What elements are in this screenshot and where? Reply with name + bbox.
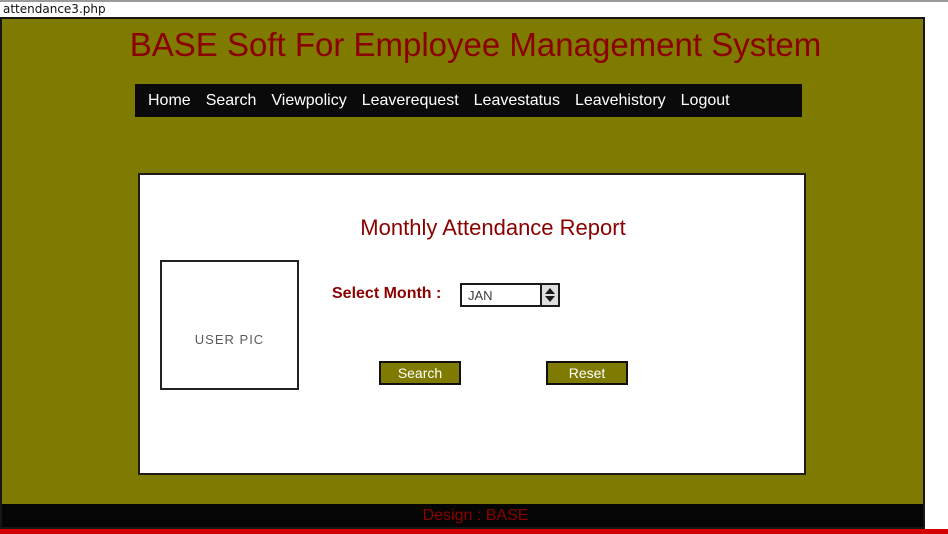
chevron-down-icon — [545, 296, 555, 302]
month-select-value: JAN — [468, 288, 493, 303]
page-filename: attendance3.php — [3, 2, 106, 16]
reset-button[interactable]: Reset — [546, 361, 628, 385]
user-pic-label: USER PIC — [194, 331, 265, 347]
search-button[interactable]: Search — [379, 361, 461, 385]
footer-credit: Design : BASE — [422, 507, 529, 524]
month-select[interactable]: JAN — [460, 283, 560, 307]
chevron-up-icon — [545, 288, 555, 294]
nav-item-viewpolicy[interactable]: Viewpolicy — [271, 91, 347, 109]
nav-item-search[interactable]: Search — [205, 91, 257, 109]
main-nav: Home Search Viewpolicy Leaverequest Leav… — [135, 84, 802, 117]
attendance-report-panel: Monthly Attendance Report USER PIC Selec… — [138, 173, 806, 475]
nav-item-home[interactable]: Home — [148, 91, 191, 109]
spinner-arrows-icon[interactable] — [540, 285, 558, 305]
browser-tab-strip: attendance3.php — [0, 0, 948, 17]
page-title: BASE Soft For Employee Management System — [129, 26, 822, 63]
report-title: Monthly Attendance Report — [360, 215, 626, 240]
select-month-label: Select Month : — [332, 285, 442, 302]
page-body: BASE Soft For Employee Management System… — [0, 17, 925, 529]
nav-item-leavehistory[interactable]: Leavehistory — [574, 91, 666, 109]
nav-item-leaverequest[interactable]: Leaverequest — [361, 91, 459, 109]
bottom-red-divider — [0, 529, 948, 534]
nav-item-leavestatus[interactable]: Leavestatus — [473, 91, 560, 109]
nav-item-logout[interactable]: Logout — [680, 91, 730, 109]
footer: Design : BASE — [2, 504, 923, 527]
user-pic-placeholder: USER PIC — [160, 260, 299, 390]
